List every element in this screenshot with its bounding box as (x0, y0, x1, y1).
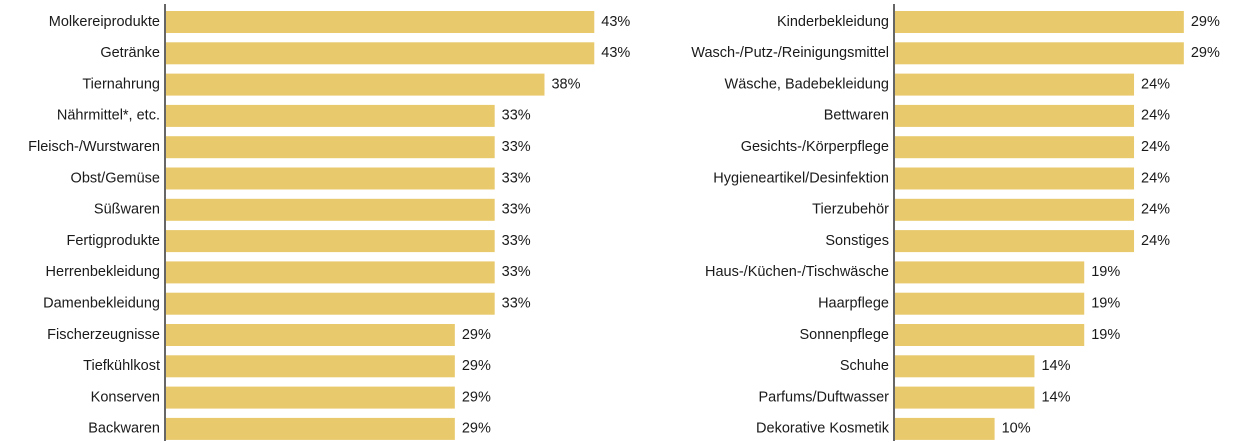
value-label: 10% (1002, 421, 1031, 437)
category-label: Kinderbekleidung (777, 14, 889, 30)
bar (166, 73, 545, 96)
category-label: Damenbekleidung (43, 296, 160, 312)
category-label: Haarpflege (818, 296, 889, 312)
value-label: 29% (462, 358, 491, 374)
category-label: Haus-/Küchen-/Tischwäsche (705, 264, 889, 280)
bar (166, 292, 495, 315)
category-label: Hygieneartikel/Desinfektion (713, 170, 889, 186)
value-label: 19% (1091, 264, 1120, 280)
category-label: Gesichts-/Körperpflege (741, 139, 889, 155)
value-label: 24% (1141, 139, 1170, 155)
value-label: 33% (502, 108, 531, 124)
bar (895, 42, 1184, 65)
value-label: 24% (1141, 170, 1170, 186)
bar (166, 417, 455, 440)
value-label: 33% (502, 170, 531, 186)
value-label: 29% (462, 389, 491, 405)
bar (895, 386, 1035, 409)
bar (895, 104, 1135, 127)
value-label: 24% (1141, 202, 1170, 218)
bar (895, 73, 1135, 96)
value-label: 29% (462, 421, 491, 437)
category-label: Schuhe (840, 358, 889, 374)
category-label: Wäsche, Badebekleidung (725, 76, 889, 92)
bar (895, 198, 1135, 221)
category-label: Getränke (100, 45, 160, 61)
value-label: 43% (601, 14, 630, 30)
bar (895, 417, 995, 440)
value-label: 38% (551, 76, 580, 92)
category-label: Obst/Gemüse (71, 170, 160, 186)
value-label: 29% (1191, 45, 1220, 61)
value-label: 33% (502, 139, 531, 155)
bar (895, 230, 1135, 253)
category-label: Wasch-/Putz-/Reinigungsmittel (691, 45, 889, 61)
bar (166, 136, 495, 159)
category-label: Tiefkühlkost (83, 358, 160, 374)
bar (166, 261, 495, 284)
category-label: Konserven (91, 389, 160, 405)
category-label: Molkereiprodukte (49, 14, 160, 30)
bar (166, 11, 595, 33)
category-label: Sonstiges (825, 233, 889, 249)
category-label: Fischerzeugnisse (47, 327, 160, 343)
bar (895, 324, 1085, 346)
category-label: Dekorative Kosmetik (756, 421, 890, 437)
value-label: 29% (1191, 14, 1220, 30)
bar (895, 167, 1135, 190)
bar (166, 42, 595, 65)
value-label: 33% (502, 233, 531, 249)
value-label: 14% (1041, 358, 1070, 374)
value-label: 24% (1141, 108, 1170, 124)
category-label: Backwaren (88, 421, 160, 437)
category-label: Bettwaren (824, 108, 889, 124)
category-label: Fertigprodukte (67, 233, 161, 249)
value-label: 33% (502, 264, 531, 280)
value-label: 14% (1041, 389, 1070, 405)
value-label: 24% (1141, 233, 1170, 249)
bar (895, 292, 1085, 315)
bar (166, 324, 455, 346)
bar (166, 355, 455, 378)
bar (895, 355, 1035, 378)
bar (895, 136, 1135, 159)
value-label: 19% (1091, 327, 1120, 343)
category-label: Sonnenpflege (800, 327, 890, 343)
bar (166, 104, 495, 127)
value-label: 29% (462, 327, 491, 343)
value-label: 24% (1141, 76, 1170, 92)
value-label: 33% (502, 202, 531, 218)
bar (166, 198, 495, 221)
value-label: 19% (1091, 296, 1120, 312)
bar (166, 386, 455, 409)
value-label: 33% (502, 296, 531, 312)
category-label: Tierzubehör (812, 202, 889, 218)
category-label: Herrenbekleidung (46, 264, 160, 280)
category-label: Tiernahrung (82, 76, 160, 92)
category-label: Nährmittel*, etc. (57, 108, 160, 124)
category-label: Parfums/Duftwasser (758, 389, 889, 405)
value-label: 43% (601, 45, 630, 61)
category-label: Süßwaren (94, 202, 160, 218)
bar (166, 230, 495, 253)
category-label: Fleisch-/Wurstwaren (28, 139, 160, 155)
bar (166, 167, 495, 190)
bar (895, 11, 1184, 33)
bar (895, 261, 1085, 284)
